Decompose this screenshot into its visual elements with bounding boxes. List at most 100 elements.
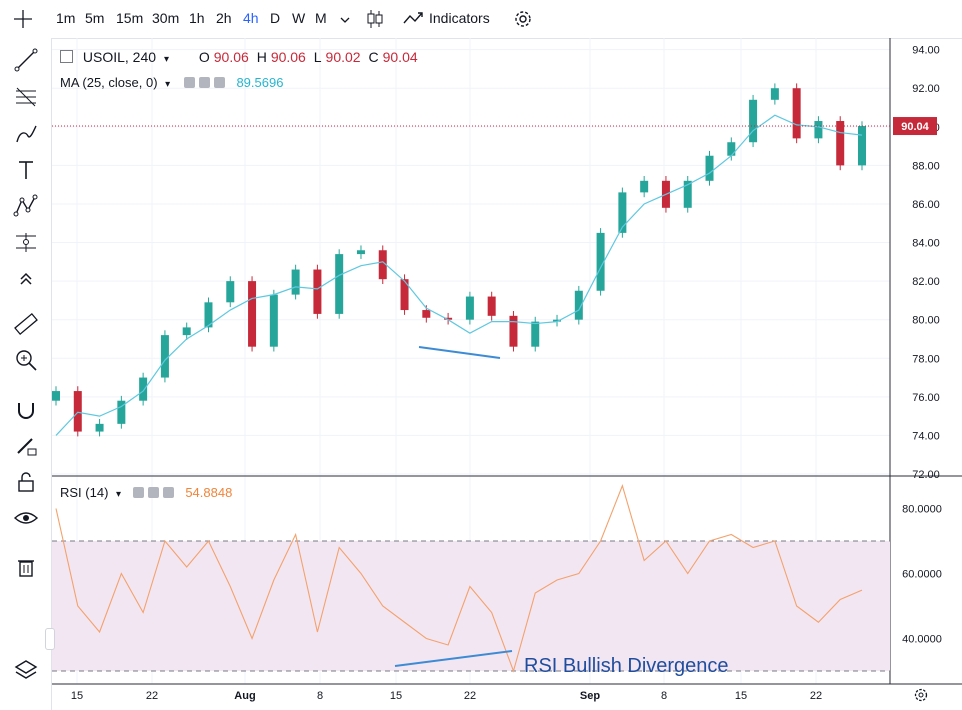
candle-body [749,99,758,143]
open-value: 90.06 [213,49,249,65]
rsi-divergence-trendline[interactable] [394,650,513,667]
ma-visibility-icon[interactable] [183,77,195,88]
collapse-tools-icon[interactable] [12,264,40,292]
rsi-visibility-icon[interactable] [132,487,144,498]
candle-body [487,296,496,316]
rsi-label[interactable]: RSI (14) [60,485,109,500]
settings-gear-icon[interactable] [512,8,534,30]
symbol-label[interactable]: USOIL, 240 [82,49,157,65]
symbol-toggle-icon[interactable] [60,50,73,63]
ruler-icon[interactable] [12,310,40,338]
time-axis-label: Aug [234,690,255,702]
price-divergence-trendline[interactable] [418,346,501,359]
rsi-band [52,541,890,671]
candle-body [465,296,474,320]
close-label: C [368,49,379,65]
candle-body [139,377,148,401]
candle-body [618,192,627,233]
low-label: L [313,49,322,65]
interval-w[interactable]: W [292,10,306,26]
lock-drawings-pencil-icon[interactable] [12,431,40,459]
time-axis-settings-icon[interactable] [912,686,930,704]
candle-body [792,88,801,139]
candle-body [378,250,387,280]
current-price-tag [893,117,937,136]
prediction-tool-icon[interactable] [12,228,40,256]
interval-4h[interactable]: 4h [243,10,259,26]
pane-collapse-handle-icon[interactable] [45,628,55,650]
ma-settings-icon[interactable] [198,77,210,88]
ma-chevron-icon[interactable]: ▾ [165,79,171,90]
time-axis-label: 22 [810,690,822,702]
price-axis-label: 80.00 [912,315,940,327]
candle-body [313,269,322,314]
interval-1m[interactable]: 1m [56,10,76,26]
high-label: H [256,49,267,65]
candle-body [683,180,692,208]
indicators-button[interactable]: Indicators [429,10,490,26]
candle-body [858,126,866,166]
candle-body [52,391,60,401]
ma-label[interactable]: MA (25, close, 0) [60,75,158,90]
candles-style-icon[interactable] [365,8,385,30]
interval-5m[interactable]: 5m [85,10,105,26]
price-axis-label: 78.00 [912,353,940,365]
interval-15m[interactable]: 15m [116,10,144,26]
candle-body [291,269,300,295]
text-tool-icon[interactable] [12,156,40,184]
zoom-in-icon[interactable] [12,346,40,374]
price-axis-label: 74.00 [912,430,940,442]
candle-body [204,302,213,328]
rsi-remove-icon[interactable] [162,487,174,498]
interval-2h[interactable]: 2h [216,10,232,26]
fib-retracement-icon[interactable] [12,83,40,111]
price-axis-label: 88.00 [912,160,940,172]
time-axis-label: 15 [735,690,747,702]
interval-d[interactable]: D [270,10,281,26]
candle-body [814,121,823,139]
price-axis-label: 82.00 [912,276,940,288]
eye-icon[interactable] [12,504,40,532]
time-axis-label: 15 [71,690,83,702]
time-axis-label: 8 [317,690,323,702]
interval-30m[interactable]: 30m [152,10,180,26]
price-axis-label: 94.00 [912,45,940,57]
rsi-settings-icon[interactable] [147,487,159,498]
pattern-tool-icon[interactable] [12,192,40,220]
rsi-chevron-icon[interactable]: ▾ [116,489,122,500]
price-axis-label: 84.00 [912,238,940,250]
current-price-tag-text: 90.04 [901,121,929,133]
rsi-axis-label: 40.0000 [902,634,942,646]
price-axis-label: 86.00 [912,199,940,211]
candle-body [444,317,453,320]
candle-body [73,391,82,432]
indicators-icon[interactable] [402,9,426,29]
ma-line [55,114,863,436]
lock-icon[interactable] [12,468,40,496]
top-toolbar: 1m 5m 15m 30m 1h 2h 4h D W M Indicators [0,0,962,39]
interval-dropdown-chevron-icon[interactable] [340,12,350,23]
price-axis-label: 76.00 [912,392,940,404]
rsi-axis-label: 80.0000 [902,504,942,516]
open-label: O [198,49,210,65]
ma-value: 89.5696 [236,75,284,90]
trend-line-icon[interactable] [12,46,40,74]
trash-icon[interactable] [12,553,40,581]
interval-m[interactable]: M [315,10,327,26]
candle-body [640,180,649,193]
symbol-chevron-icon[interactable]: ▾ [163,54,169,65]
magnet-icon[interactable] [12,396,40,424]
rsi-axis-label: 60.0000 [902,569,942,581]
crosshair-icon[interactable] [12,8,34,30]
annotation-text[interactable]: RSI Bullish Divergence [524,655,729,677]
brush-icon[interactable] [12,120,40,148]
candle-body [95,423,104,432]
ma-remove-icon[interactable] [213,77,225,88]
drawing-toolbar [0,38,52,710]
object-tree-layers-icon[interactable] [12,656,40,684]
candle-body [705,155,714,181]
price-axis-label: 90.00 [912,122,940,134]
interval-1h[interactable]: 1h [189,10,205,26]
candle-body [509,315,518,347]
